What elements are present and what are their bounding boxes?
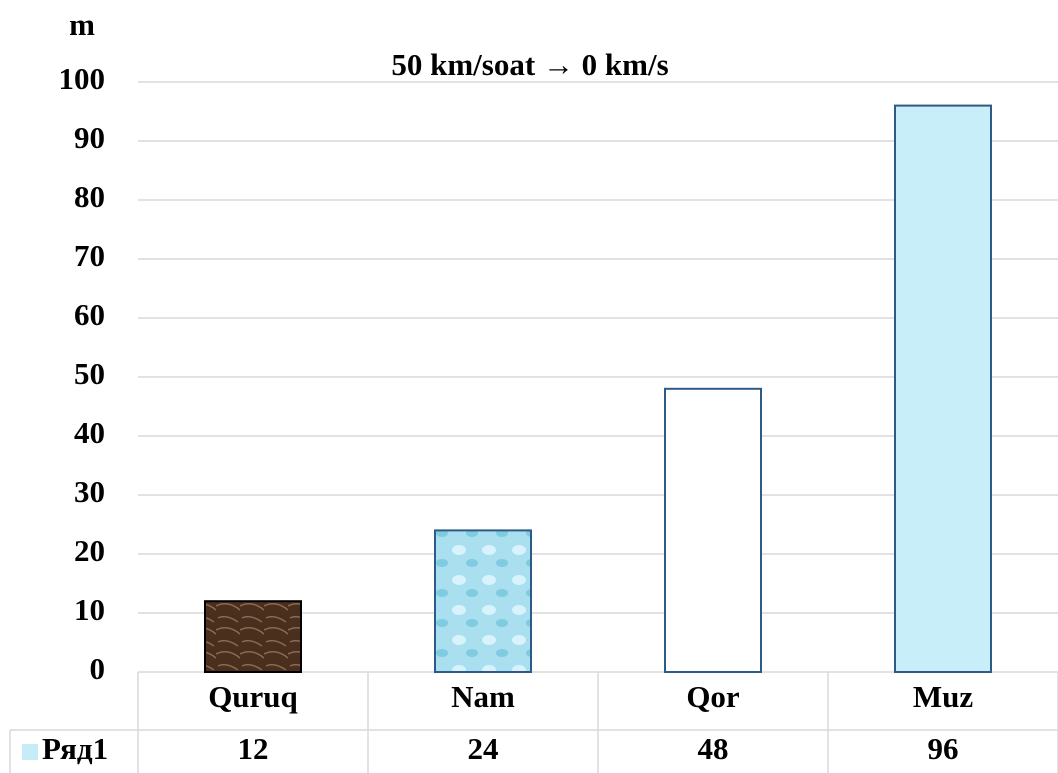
y-tick-label: 10 [74, 592, 105, 627]
x-tick-label: Nam [451, 679, 515, 714]
y-tick-label: 50 [74, 356, 105, 391]
y-tick-label: 20 [74, 533, 105, 568]
bar [894, 104, 992, 674]
legend-key [22, 744, 38, 760]
y-tick-label: 80 [74, 179, 105, 214]
chart-title: 50 km/soat → 0 km/s [391, 47, 668, 82]
y-tick-label: 90 [74, 120, 105, 155]
table-value: 96 [928, 731, 959, 766]
table-value: 24 [468, 731, 499, 766]
y-tick-label: 0 [90, 651, 106, 686]
y-tick-label: 70 [74, 238, 105, 273]
table-value: 48 [698, 731, 729, 766]
y-axis-label: m [69, 7, 95, 42]
bar [664, 387, 762, 673]
bar [434, 529, 532, 674]
legend-label: Ряд1 [42, 731, 108, 766]
y-tick-label: 60 [74, 297, 105, 332]
y-tick-label: 40 [74, 415, 105, 450]
y-tick-label: 100 [59, 61, 106, 96]
x-tick-label: Muz [913, 679, 974, 714]
bar [204, 600, 302, 674]
y-tick-label: 30 [74, 474, 105, 509]
x-tick-label: Qor [686, 679, 740, 714]
table-value: 12 [238, 731, 269, 766]
x-tick-label: Quruq [208, 679, 298, 714]
